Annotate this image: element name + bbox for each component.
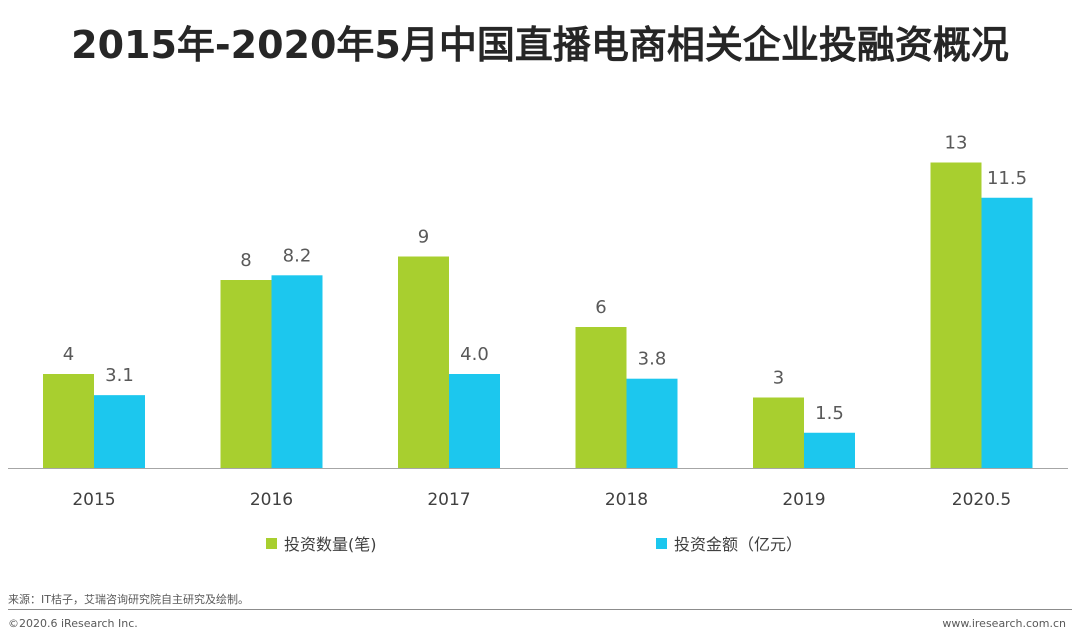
chart-legend: 投资数量(笔) 投资金额（亿元） [0,531,1080,555]
x-tick-label-2018: 2018 [605,490,648,510]
bar-count-2017 [398,256,449,468]
legend-item-investment-amount: 投资金额（亿元） [656,531,802,555]
data-label-count-2016: 8 [240,250,251,271]
bar-count-2019 [753,397,804,468]
footer-divider [8,609,1072,610]
data-label-amount-2020.5: 11.5 [987,168,1027,189]
legend-label-investment-amount: 投资金额（亿元） [674,535,803,554]
bar-count-2020.5 [930,162,982,468]
legend-item-investment-count: 投资数量(笔) [266,531,377,555]
x-tick-label-2015: 2015 [72,490,115,510]
bar-amount-2015 [94,395,145,468]
data-label-amount-2017: 4.0 [460,344,489,365]
x-tick-label-2020.5: 2020.5 [952,490,1011,510]
bar-count-2016 [220,280,272,468]
bar-amount-2016 [271,275,323,468]
blue-square-icon [656,537,667,549]
bar-amount-2019 [804,432,855,468]
x-tick-label-2016: 2016 [250,490,293,510]
data-label-amount-2019: 1.5 [815,403,844,424]
copyright-text: ©2020.6 iResearch Inc. [8,617,138,630]
data-label-count-2015: 4 [63,344,74,365]
data-label-count-2018: 6 [595,297,606,318]
data-label-count-2017: 9 [418,227,429,248]
website-link[interactable]: www.iresearch.com.cn [942,617,1066,630]
bar-count-2015 [43,374,94,468]
data-label-count-2020.5: 13 [945,133,968,154]
x-tick-label-2017: 2017 [427,490,470,510]
legend-label-investment-count: 投资数量(笔) [284,535,377,554]
bar-count-2018 [575,327,627,468]
bar-amount-2020.5 [981,197,1033,468]
source-note: 来源：IT桔子，艾瑞咨询研究院自主研究及绘制。 [8,593,249,606]
bar-amount-2017 [449,374,500,468]
bar-chart: 4 3.1 2015 8 8.2 2016 9 4.0 2017 6 3.8 2018 3 1.5 2019… [8,133,1068,510]
data-label-amount-2018: 3.8 [638,349,667,370]
x-tick-label-2019: 2019 [782,490,825,510]
data-label-count-2019: 3 [773,368,784,389]
data-label-amount-2016: 8.2 [283,245,312,266]
chart-title: 2015年-2020年5月中国直播电商相关企业投融资概况 [71,23,1009,67]
green-square-icon [266,537,277,549]
data-label-amount-2015: 3.1 [105,365,134,386]
bar-amount-2018 [626,378,678,468]
